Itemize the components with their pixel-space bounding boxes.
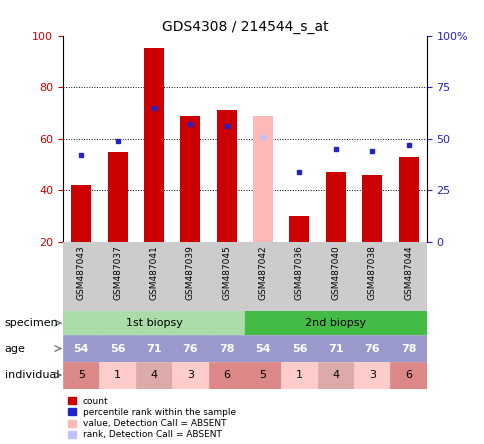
Text: 76: 76 (182, 344, 198, 353)
Text: 78: 78 (400, 344, 415, 353)
Text: GSM487041: GSM487041 (149, 246, 158, 300)
Text: age: age (5, 344, 26, 353)
Bar (253, 115, 272, 242)
Bar (353, 362, 390, 388)
Text: 4: 4 (150, 370, 157, 380)
Bar (144, 48, 164, 242)
Bar (281, 362, 317, 388)
Text: GSM487038: GSM487038 (367, 246, 376, 300)
Text: 6: 6 (404, 370, 411, 380)
Text: specimen: specimen (5, 318, 59, 328)
Text: 3: 3 (368, 370, 375, 380)
Text: GSM487040: GSM487040 (331, 246, 340, 300)
Text: 2nd biopsy: 2nd biopsy (304, 318, 366, 328)
Bar (362, 175, 381, 242)
Text: GSM487043: GSM487043 (76, 246, 86, 300)
Text: 71: 71 (328, 344, 343, 353)
Bar (216, 111, 236, 242)
Text: 5: 5 (259, 370, 266, 380)
Text: 71: 71 (146, 344, 161, 353)
Bar (180, 115, 200, 242)
Bar (208, 362, 244, 388)
Text: 6: 6 (223, 370, 230, 380)
Bar (244, 311, 426, 335)
Bar (317, 362, 353, 388)
Bar (289, 216, 309, 242)
Text: 4: 4 (332, 370, 339, 380)
Bar (325, 172, 345, 242)
Text: 1st biopsy: 1st biopsy (125, 318, 182, 328)
Bar (136, 335, 172, 362)
Bar (107, 152, 127, 242)
Text: 1: 1 (114, 370, 121, 380)
Bar (390, 362, 426, 388)
Bar (172, 362, 208, 388)
Text: individual: individual (5, 370, 59, 380)
Text: 3: 3 (186, 370, 194, 380)
Text: GSM487036: GSM487036 (294, 246, 303, 300)
Bar (208, 335, 244, 362)
Bar (172, 335, 208, 362)
Text: GSM487042: GSM487042 (258, 246, 267, 300)
Text: GSM487037: GSM487037 (113, 246, 122, 300)
Bar (317, 335, 353, 362)
Bar (99, 335, 136, 362)
Bar (71, 185, 91, 242)
Text: 78: 78 (219, 344, 234, 353)
Text: 56: 56 (110, 344, 125, 353)
Legend: count, percentile rank within the sample, value, Detection Call = ABSENT, rank, : count, percentile rank within the sample… (67, 397, 236, 440)
Bar (353, 335, 390, 362)
Bar (398, 157, 418, 242)
Bar (281, 335, 317, 362)
Bar (390, 335, 426, 362)
Bar (244, 362, 281, 388)
Bar (136, 362, 172, 388)
Bar (99, 362, 136, 388)
Text: 54: 54 (255, 344, 270, 353)
Text: 5: 5 (77, 370, 85, 380)
Text: 1: 1 (295, 370, 302, 380)
Bar (63, 311, 244, 335)
Text: GSM487039: GSM487039 (185, 246, 195, 300)
Bar (63, 335, 99, 362)
Bar (63, 362, 99, 388)
Text: 56: 56 (291, 344, 306, 353)
Title: GDS4308 / 214544_s_at: GDS4308 / 214544_s_at (161, 20, 328, 35)
Text: GSM487045: GSM487045 (222, 246, 231, 300)
Text: 54: 54 (74, 344, 89, 353)
Bar (244, 335, 281, 362)
Text: GSM487044: GSM487044 (403, 246, 412, 300)
Text: 76: 76 (363, 344, 379, 353)
